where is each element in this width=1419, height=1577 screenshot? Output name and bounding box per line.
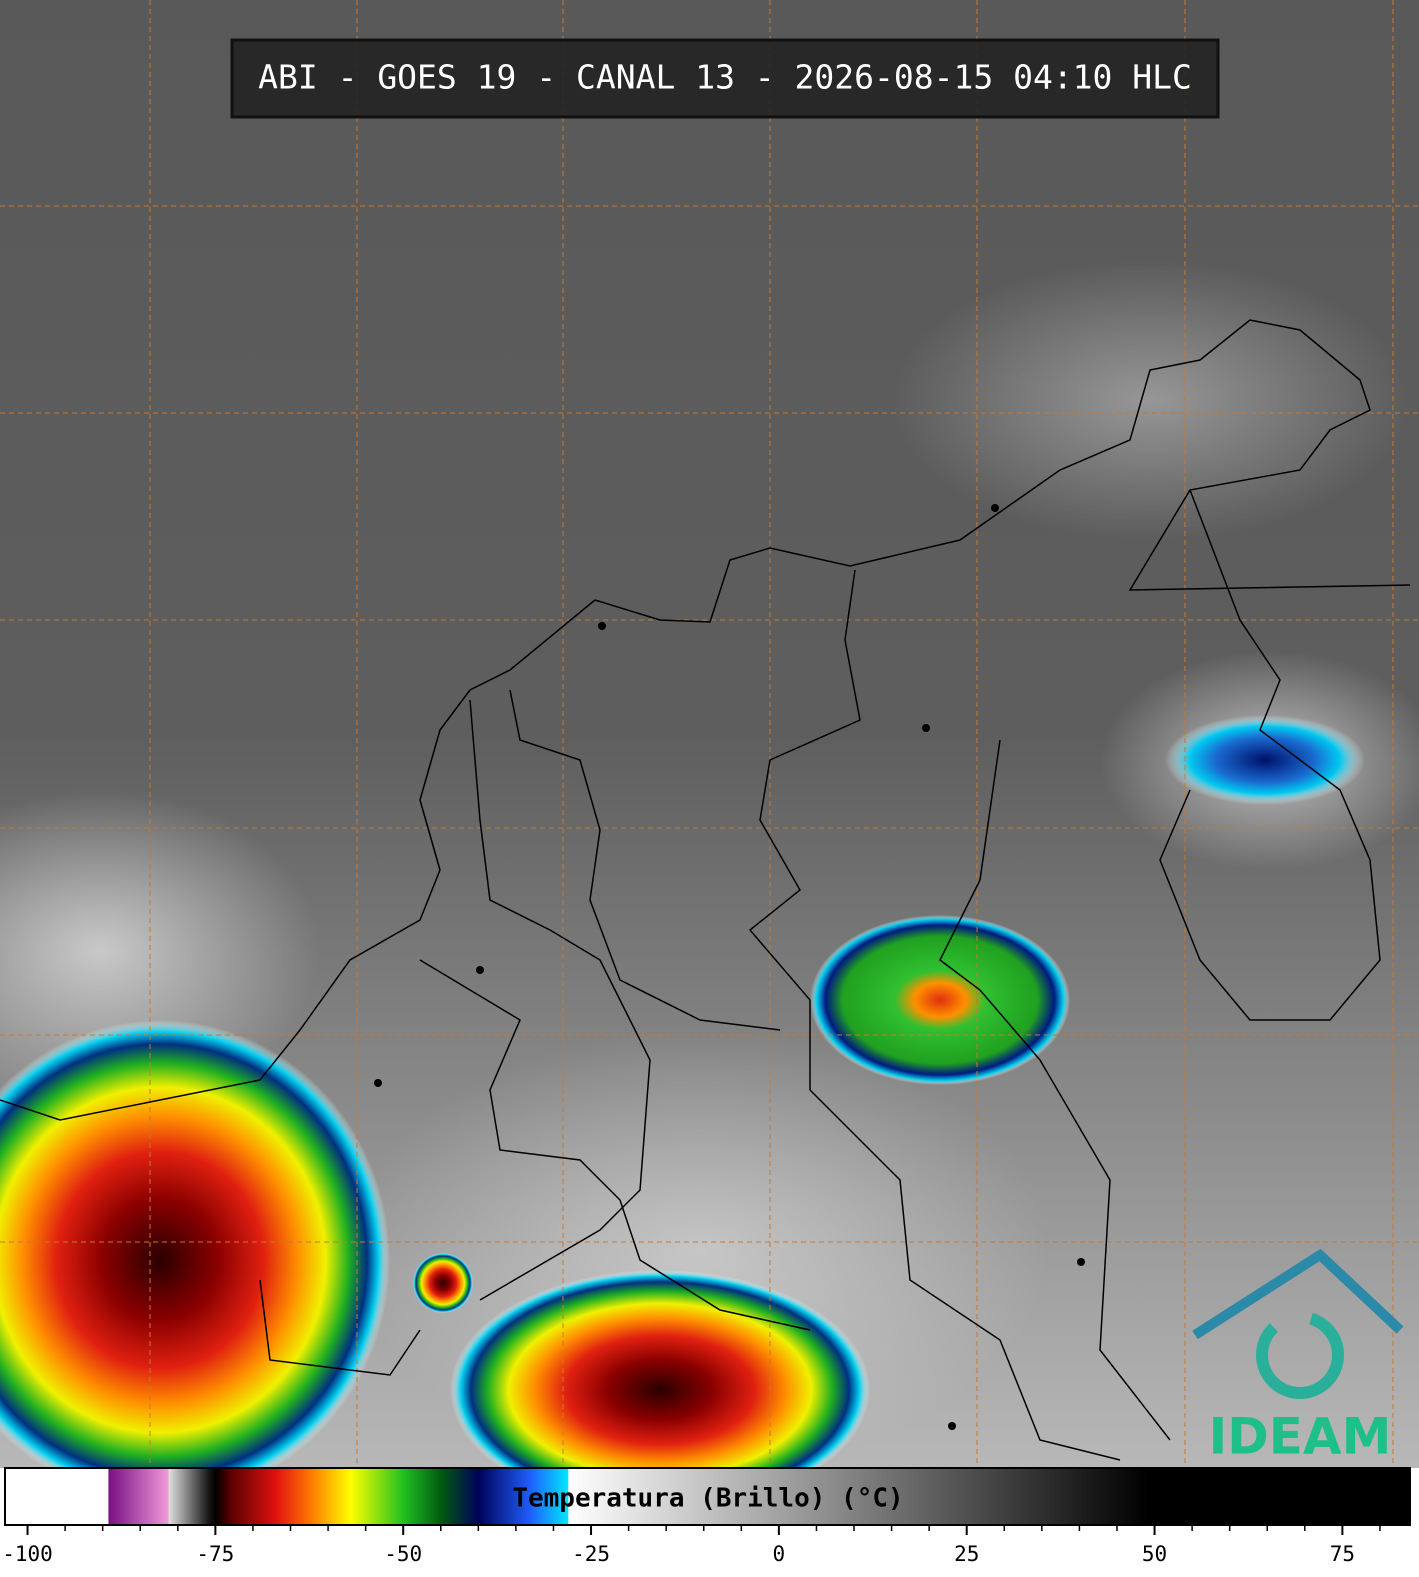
colorbar-segment [1147,1468,1411,1525]
storm [1165,715,1365,805]
colorbar-segment [168,1468,170,1525]
tick-label: 50 [1142,1542,1167,1566]
tick-label: -100 [2,1542,53,1566]
storm [0,1020,390,1468]
satellite-map: ABI - GOES 19 - CANAL 13 - 2026-08-15 04… [0,0,1419,1468]
colorbar-segment [275,1468,314,1525]
tick-label: -50 [384,1542,422,1566]
tick-label: 0 [773,1542,786,1566]
cities [374,504,1085,1430]
colorbar-segment [207,1468,216,1525]
storm [413,1253,473,1313]
colorbar-segment [107,1468,110,1525]
tick-label: -25 [572,1542,610,1566]
colorbar-segment [350,1468,404,1525]
logo-swirl [1256,1311,1344,1399]
title-box [230,38,1220,119]
tick-label: 75 [1330,1542,1355,1566]
colorbar-segment [530,1468,569,1525]
colorbar-segment [5,1468,109,1525]
graticule [0,0,1419,1468]
colorbar-segment [478,1468,532,1525]
colorbar-segment [108,1468,169,1525]
logo-roof [1192,1248,1404,1340]
logo-text: IDEAM [1209,1408,1392,1466]
colorbar-segment [440,1468,479,1525]
tick-label: 25 [954,1542,979,1566]
tick-label: -75 [196,1542,234,1566]
colorbar-frame [4,1467,1411,1526]
colorbar-segment [568,1468,1148,1525]
colorbar-segment [230,1468,276,1525]
title: ABI - GOES 19 - CANAL 13 - 2026-08-15 04… [258,58,1192,97]
logo: IDEAM [1192,1248,1404,1466]
cloud [0,790,320,1110]
colorbar-segment [313,1468,352,1525]
colorbar-segment [215,1468,231,1525]
colorbar-segment [168,1468,209,1525]
storm [810,915,1070,1085]
colorbar: Temperatura (Brillo) (°C) -100 -75 -50 -25 0 2… [2,1467,1411,1566]
borders [0,319,1411,1461]
colorbar-segment [567,1468,570,1525]
colorbar-segment [403,1468,442,1525]
colorbar-label: Temperatura (Brillo) (°C) [512,1484,903,1514]
cloud [890,260,1410,540]
